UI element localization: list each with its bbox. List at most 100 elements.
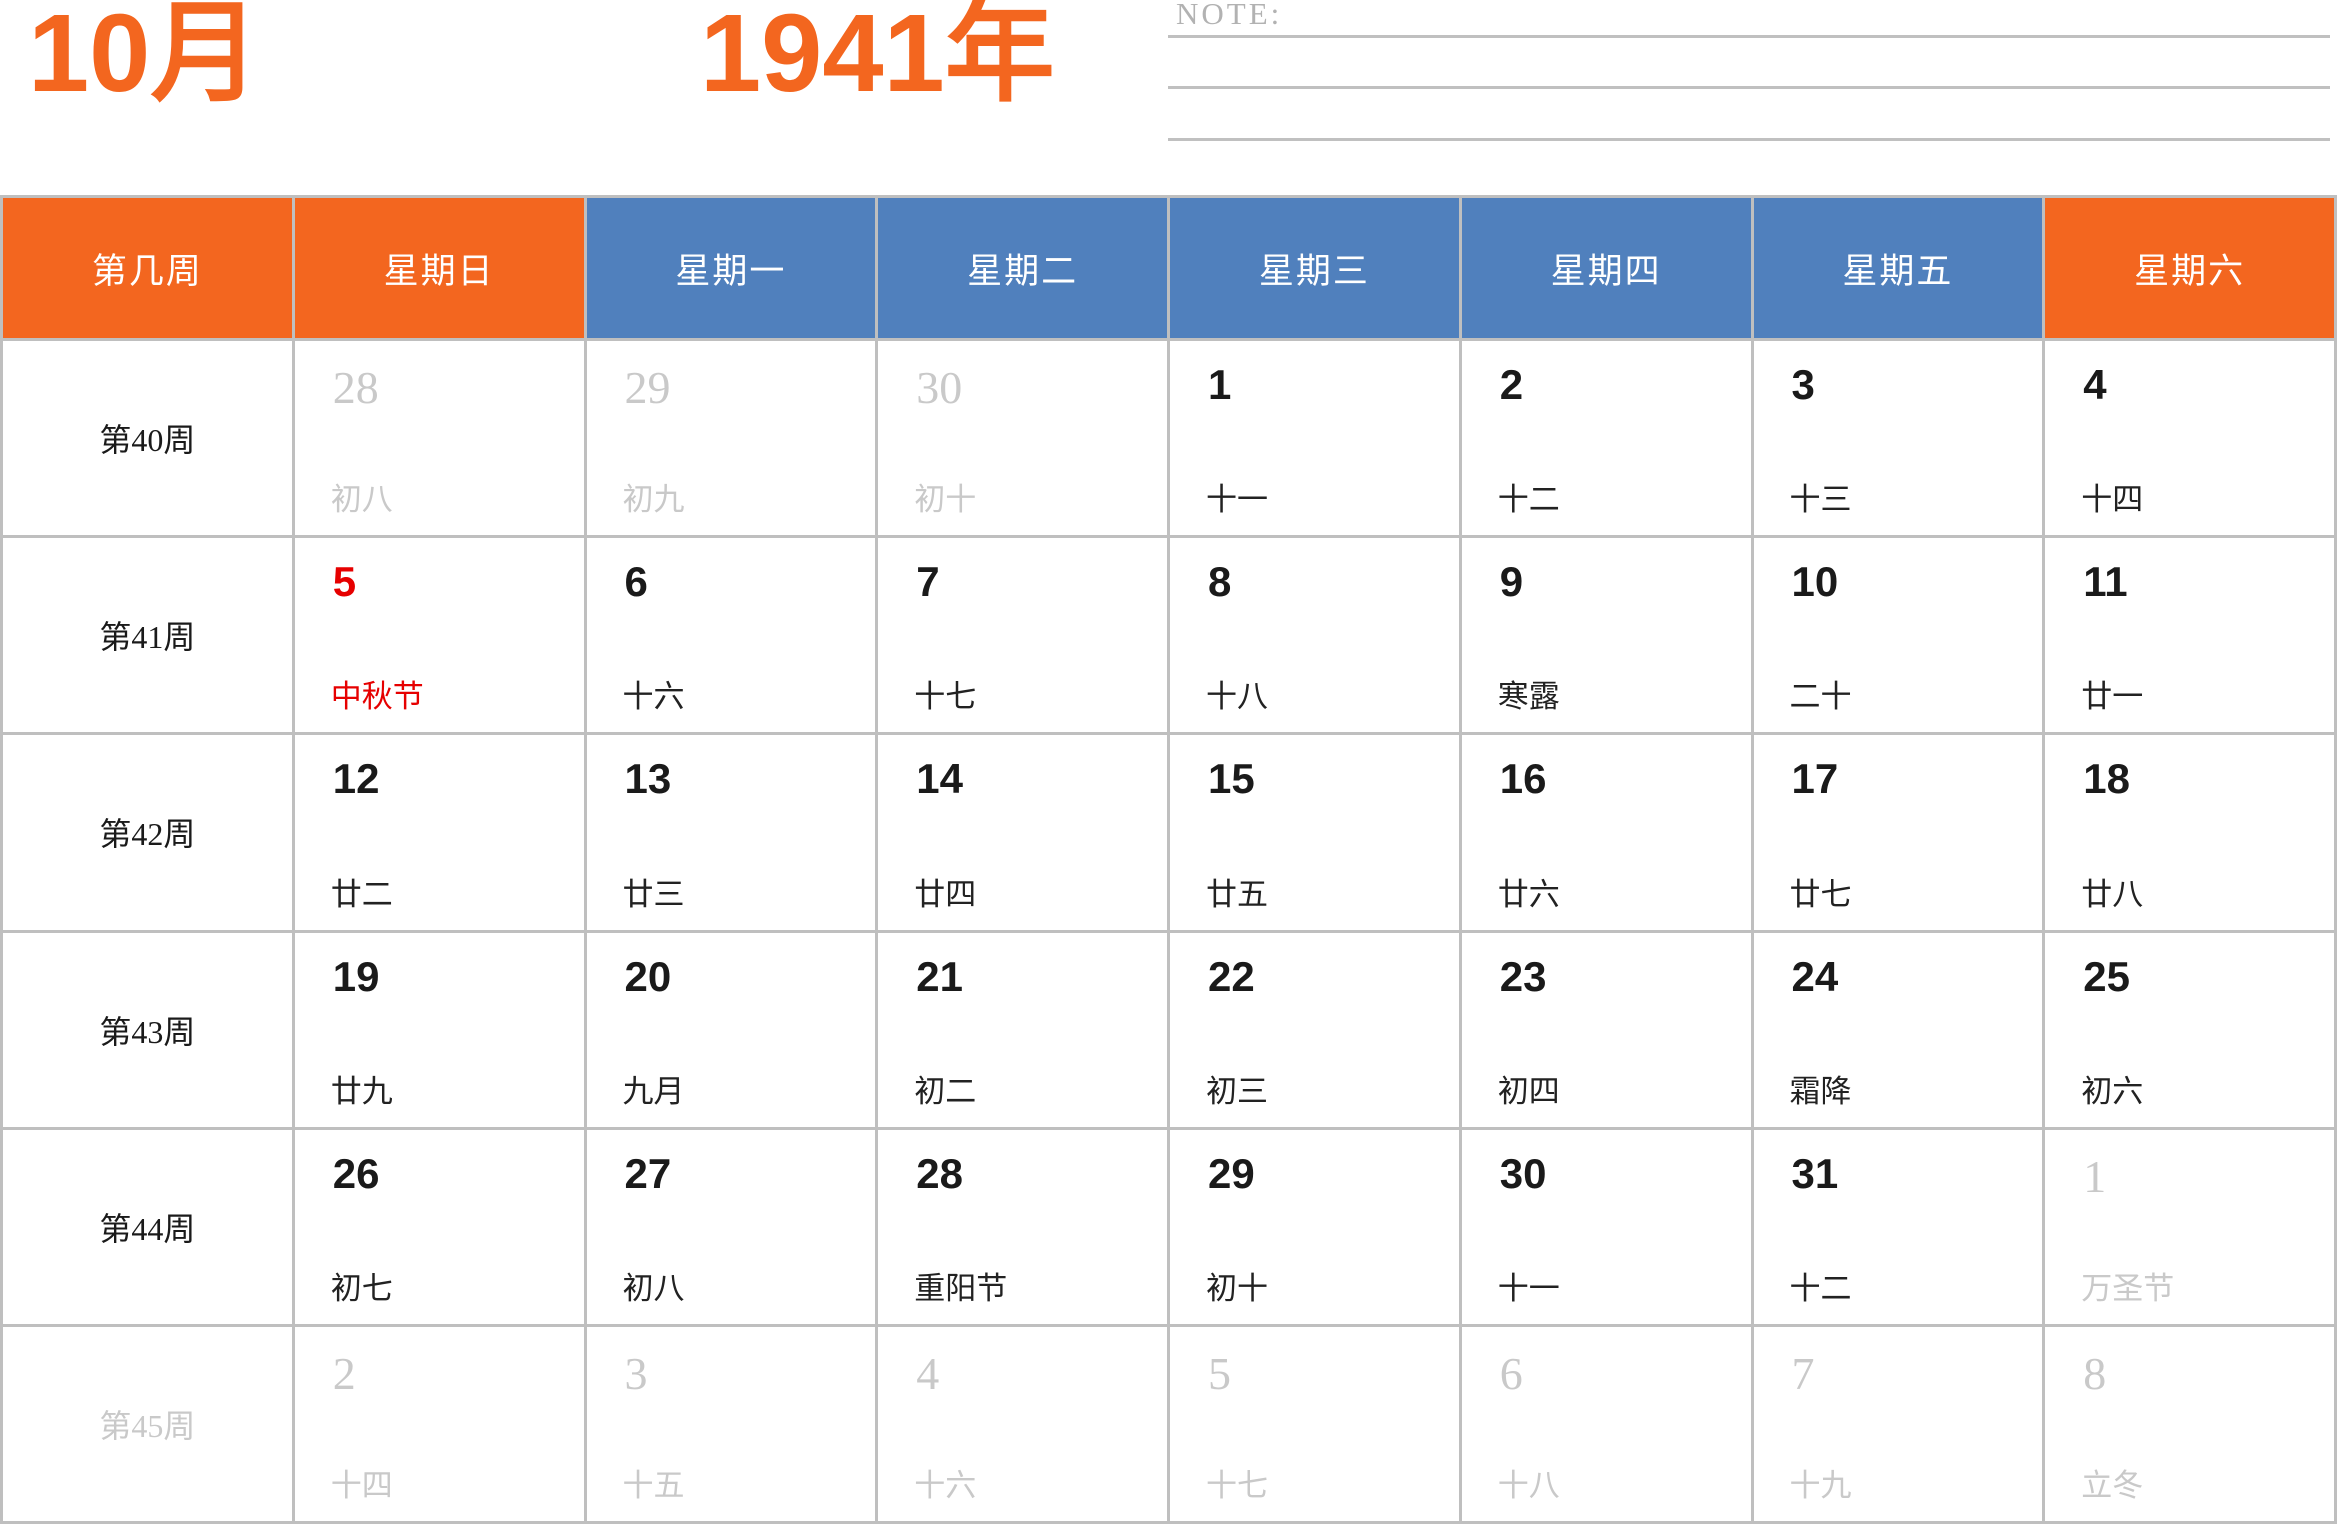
day-cell: 1 万圣节 [2045,1129,2334,1324]
weekday-header-1: 星期日 [294,198,584,338]
day-number: 30 [1499,1149,1547,1197]
day-number: 30 [916,362,963,413]
day-number: 16 [1499,755,1547,803]
week-label: 第45周 [3,1326,292,1521]
day-number: 7 [1791,1347,1815,1399]
day-number: 3 [1791,361,1815,408]
lunar-label: 初二 [914,1073,977,1109]
lunar-label: 十八 [1497,1468,1560,1503]
lunar-label: 二十 [1789,679,1852,715]
lunar-label: 立冬 [2081,1468,2144,1503]
lunar-label: 廿七 [1789,876,1852,912]
day-number: 15 [1208,755,1255,803]
day-number: 7 [916,558,940,606]
lunar-label: 廿三 [622,876,685,912]
day-number: 29 [1208,1149,1255,1197]
day-cell: 4 十四 [2045,341,2334,536]
day-number: 20 [624,952,672,1000]
week-label: 第43周 [3,932,292,1127]
weekday-header-7: 星期六 [2045,198,2334,338]
day-cell: 2 十四 [294,1326,584,1521]
day-cell: 5 中秋节 [294,538,584,733]
calendar-grid: 第几周 星期日 星期一 星期二 星期三 星期四 星期五 星期六 第40周 28 初八 29 初九 30 初十… [0,195,2337,1524]
day-cell: 30 初十 [878,341,1167,536]
day-number: 25 [2083,952,2130,1000]
day-cell: 25 初六 [2045,932,2334,1127]
day-cell: 7 十七 [878,538,1167,733]
day-cell: 27 初八 [586,1129,876,1324]
lunar-label: 廿九 [330,1073,393,1109]
day-cell: 5 十七 [1170,1326,1459,1521]
day-number: 23 [1499,952,1547,1000]
day-number: 28 [916,1149,963,1197]
note-area: NOTE: [1168,0,2330,180]
day-cell: 3 十三 [1753,341,2043,536]
day-cell: 15 廿五 [1170,735,1459,930]
weekday-header-4: 星期三 [1170,198,1459,338]
day-number: 17 [1791,755,1839,803]
note-ruled-line [1168,86,2330,89]
lunar-label: 十六 [622,679,685,715]
day-number: 4 [2083,361,2107,408]
lunar-label: 十一 [1206,482,1268,518]
lunar-label: 初九 [622,482,685,518]
day-cell: 26 初七 [294,1129,584,1324]
lunar-label: 十五 [622,1468,685,1503]
day-cell: 14 廿四 [878,735,1167,930]
day-cell: 17 廿七 [1753,735,2043,930]
day-number: 8 [1208,558,1232,606]
lunar-label: 初十 [1206,1270,1268,1306]
day-cell: 24 霜降 [1753,932,2043,1127]
lunar-label: 初八 [330,482,393,518]
week-label: 第42周 [3,735,292,930]
day-cell: 20 九月 [586,932,876,1127]
page-header: 10月 1941年 NOTE: [0,0,2337,195]
month-title: 10月 [28,0,261,115]
lunar-label: 寒露 [1497,679,1560,715]
day-number: 9 [1499,558,1524,606]
day-number: 29 [624,362,671,413]
day-number: 1 [2083,1150,2107,1202]
day-cell: 23 初四 [1461,932,1751,1127]
weekday-header-6: 星期五 [1753,198,2043,338]
day-cell: 31 十二 [1753,1129,2043,1324]
day-cell: 13 廿三 [586,735,876,930]
day-number: 24 [1791,952,1839,1000]
lunar-label: 初四 [1497,1073,1560,1109]
day-number: 2 [1499,361,1524,408]
lunar-label: 廿五 [1206,876,1268,912]
weekday-header-3: 星期二 [878,198,1167,338]
lunar-label: 霜降 [1789,1073,1852,1109]
lunar-label: 九月 [622,1073,685,1109]
day-number: 2 [332,1347,356,1399]
day-cell: 12 廿二 [294,735,584,930]
day-cell: 29 初十 [1170,1129,1459,1324]
lunar-label: 廿六 [1497,876,1560,912]
day-cell: 6 十六 [586,538,876,733]
day-cell: 19 廿九 [294,932,584,1127]
lunar-label: 十四 [330,1468,393,1503]
lunar-label: 十二 [1497,482,1560,518]
lunar-label: 十三 [1789,482,1852,518]
day-cell: 28 重阳节 [878,1129,1167,1324]
day-number: 27 [624,1149,672,1197]
lunar-label: 十八 [1206,679,1268,715]
day-number: 1 [1208,361,1232,408]
day-number: 13 [624,755,672,803]
day-cell: 11 廿一 [2045,538,2334,733]
weekday-header-5: 星期四 [1461,198,1751,338]
day-cell: 6 十八 [1461,1326,1751,1521]
lunar-label: 初十 [914,482,977,518]
day-cell: 9 寒露 [1461,538,1751,733]
day-number: 6 [1499,1347,1523,1399]
lunar-label: 十二 [1789,1270,1852,1306]
day-number: 14 [916,755,963,803]
day-cell: 29 初九 [586,341,876,536]
day-number: 5 [332,558,357,606]
day-cell: 21 初二 [878,932,1167,1127]
day-cell: 1 十一 [1170,341,1459,536]
lunar-label: 万圣节 [2081,1270,2175,1306]
day-number: 3 [624,1347,648,1399]
lunar-label: 十六 [914,1468,977,1503]
day-cell: 16 廿六 [1461,735,1751,930]
